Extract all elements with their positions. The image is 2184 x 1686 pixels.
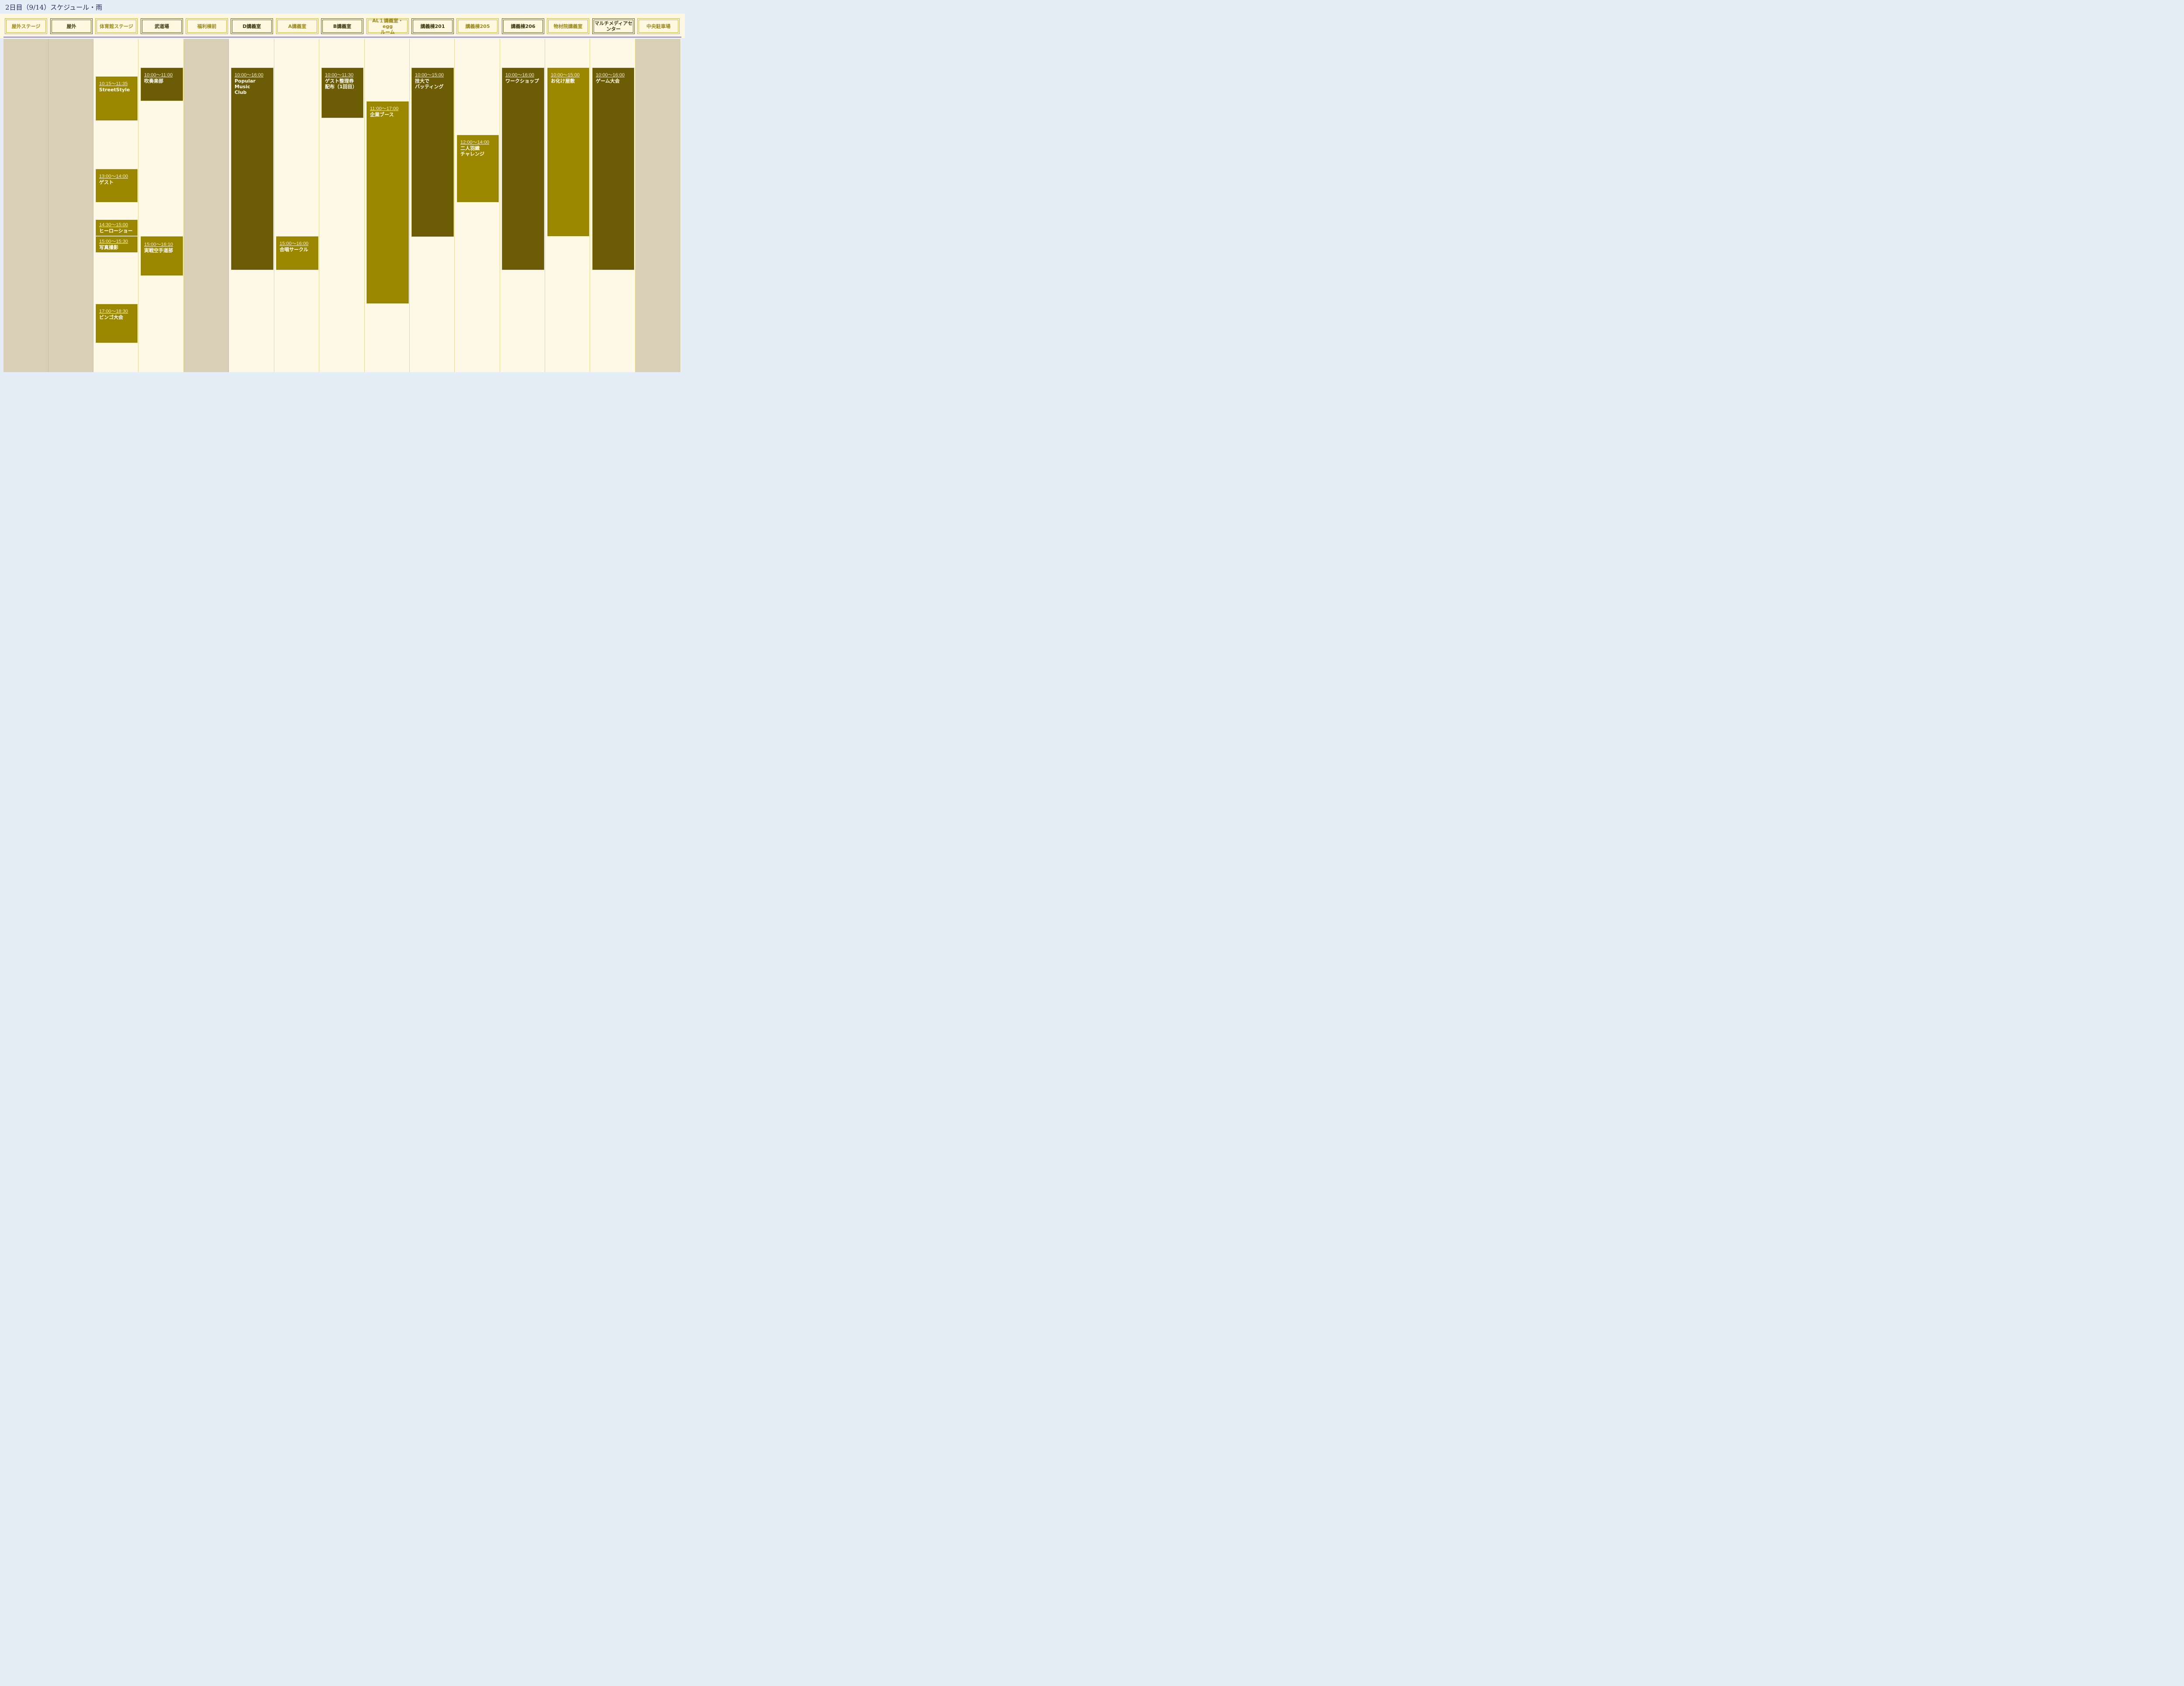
schedule-grid: 10:15〜11:35 StreetStyle 13:00〜14:00 ゲスト … [3, 39, 681, 372]
column-room-a [274, 39, 319, 372]
venue-button-room-d[interactable]: D講義室 [231, 18, 273, 34]
column-room-d [229, 39, 274, 372]
venue-button-room-b[interactable]: B講義室 [321, 18, 363, 34]
event-title: Popular Music Club [235, 78, 256, 95]
event-time: 15:00〜15:30 [99, 239, 128, 244]
event-time: 10:00〜11:00 [144, 73, 173, 78]
column-welfare-front [184, 39, 229, 372]
venue-button-outdoor-stage[interactable]: 屋外ステージ [5, 18, 47, 34]
venue-button-bldg-205[interactable]: 講義棟205 [456, 18, 499, 34]
event-block-photo-session[interactable]: 15:00〜15:30 写真撮影 [96, 236, 138, 252]
event-title: 技大で バッティング [415, 78, 444, 90]
event-time: 12:00〜14:00 [460, 140, 490, 145]
event-block-guest-ticket[interactable]: 10:00〜11:30 ゲスト整理券 配布（1回目） [321, 68, 363, 118]
event-block-guest[interactable]: 13:00〜14:00 ゲスト [96, 169, 138, 202]
event-title: ワークショップ [505, 78, 539, 84]
event-time: 10:00〜15:00 [551, 73, 580, 78]
venue-button-outdoor[interactable]: 屋外 [50, 18, 93, 34]
header-divider [3, 37, 681, 38]
event-time: 10:00〜11:30 [325, 73, 354, 78]
event-block-brass-band[interactable]: 10:00〜11:00 吹奏楽部 [141, 68, 183, 101]
event-title: StreetStyle [99, 87, 130, 93]
event-time: 11:00〜17:00 [370, 106, 399, 111]
event-block-game-tournament[interactable]: 10:00〜16:00 ゲーム大会 [592, 68, 634, 270]
event-block-company-booth[interactable]: 11:00〜17:00 企業ブース [366, 101, 409, 304]
venue-button-budojo[interactable]: 武道場 [141, 18, 183, 34]
event-title: 吹奏楽部 [144, 78, 163, 84]
column-outdoor [48, 39, 93, 372]
event-title: お化け屋敷 [551, 78, 575, 84]
event-title: 二人羽織 チャレンジ [460, 145, 484, 157]
event-title: ヒーローショー [99, 228, 133, 234]
event-time: 15:00〜16:10 [144, 242, 173, 247]
event-time: 10:00〜15:00 [415, 73, 444, 78]
event-block-popular-music-club[interactable]: 10:00〜16:00 Popular Music Club [231, 68, 273, 270]
venue-button-al1-egg[interactable]: AL１講義室・egg ルーム [366, 18, 409, 35]
venue-button-room-a[interactable]: A講義室 [276, 18, 318, 34]
venue-button-bldg-206[interactable]: 講義棟206 [502, 18, 544, 34]
venue-button-gym-stage[interactable]: 体育館ステージ [95, 18, 138, 34]
event-time: 10:00〜16:00 [596, 73, 625, 78]
venue-button-materials-room[interactable]: 物材院講義室 [547, 18, 589, 34]
event-title: 合唱サークル [280, 247, 308, 252]
event-time: 14:30〜15:00 [99, 222, 128, 228]
event-block-streetstyle[interactable]: 10:15〜11:35 StreetStyle [96, 76, 138, 121]
column-gym-stage [93, 39, 138, 372]
column-bldg-206 [500, 39, 545, 372]
event-block-batting[interactable]: 10:00〜15:00 技大で バッティング [411, 68, 454, 237]
event-title: ビンゴ大会 [99, 314, 123, 320]
venue-button-multimedia-center[interactable]: マルチメディアセ ンター [592, 18, 635, 34]
column-bldg-205 [455, 39, 500, 372]
event-time: 15:00〜16:00 [280, 241, 309, 246]
venue-button-welfare-front[interactable]: 福利棟前 [186, 18, 228, 34]
event-block-chorus[interactable]: 15:00〜16:00 合唱サークル [276, 236, 318, 270]
event-title: 写真撮影 [99, 245, 118, 250]
event-block-ninin-baori[interactable]: 12:00〜14:00 二人羽織 チャレンジ [457, 135, 499, 202]
venue-tabs: 屋外ステージ 屋外 体育館ステージ 武道場 福利棟前 D講義室 A講義室 B講義… [3, 18, 681, 35]
venue-button-central-parking[interactable]: 中央駐車場 [637, 18, 680, 34]
event-block-workshop[interactable]: 10:00〜16:00 ワークショップ [502, 68, 544, 270]
column-central-parking [636, 39, 681, 372]
event-title: ゲスト [99, 180, 114, 185]
event-time: 10:00〜16:00 [505, 73, 535, 78]
event-title: 企業ブース [370, 112, 394, 117]
column-budojo [139, 39, 184, 372]
event-time: 10:15〜11:35 [99, 81, 128, 86]
column-bldg-201 [410, 39, 455, 372]
event-block-bingo[interactable]: 17:00〜18:30 ビンゴ大会 [96, 304, 138, 343]
column-al1-egg [365, 39, 410, 372]
venue-button-bldg-201[interactable]: 講義棟201 [411, 18, 454, 34]
event-title: ゲスト整理券 配布（1回目） [325, 78, 357, 90]
page-title: 2日目（9/14）スケジュール・雨 [5, 3, 103, 11]
event-block-hero-show[interactable]: 14:30〜15:00 ヒーローショー [96, 220, 138, 236]
event-title: ゲーム大会 [596, 78, 620, 84]
event-block-karate[interactable]: 15:00〜16:10 実戦空手道部 [141, 236, 183, 276]
column-room-b [320, 39, 365, 372]
event-time: 10:00〜16:00 [235, 73, 264, 78]
event-title: 実戦空手道部 [144, 248, 173, 253]
column-outdoor-stage [3, 39, 48, 372]
event-time: 13:00〜14:00 [99, 174, 128, 179]
column-materials-room [545, 39, 590, 372]
event-block-haunted-house[interactable]: 10:00〜15:00 お化け屋敷 [547, 68, 589, 236]
column-multimedia-center [591, 39, 636, 372]
event-time: 17:00〜18:30 [99, 309, 128, 314]
